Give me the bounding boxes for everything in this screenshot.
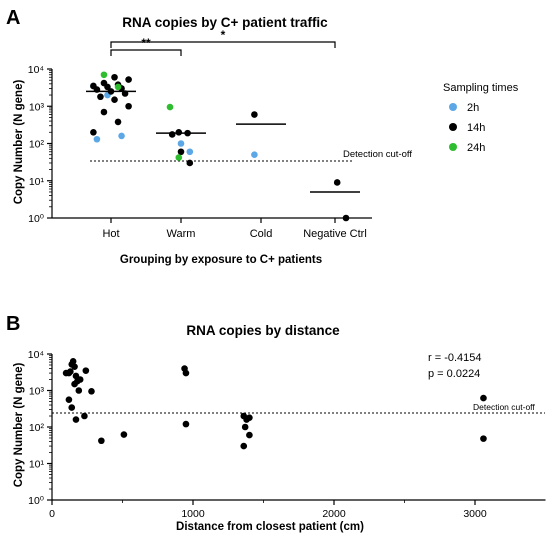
legend: Sampling times 2h 14h 24h: [443, 82, 519, 154]
data-point-14h: [100, 108, 108, 116]
data-point: [67, 368, 74, 375]
legend-title: Sampling times: [443, 82, 519, 94]
data-point: [65, 396, 73, 403]
data-point: [480, 394, 487, 402]
y-tick-label: 10¹: [29, 176, 45, 188]
y-tick-label: 10⁰: [28, 213, 44, 225]
panel-a-xlabel: Grouping by exposure to C+ patients: [120, 254, 322, 266]
x-tick-label: 3000: [463, 508, 487, 520]
data-point-2h: [177, 140, 185, 147]
data-point-14h: [168, 131, 176, 138]
data-point: [82, 367, 90, 374]
data-point: [75, 387, 83, 394]
x-tick-label: 2000: [322, 508, 346, 520]
panel-b-cutoff-label: Detection cut-off: [473, 402, 535, 412]
y-tick-label: 10⁴: [28, 64, 44, 76]
data-point-14h: [186, 159, 194, 167]
data-point: [72, 416, 80, 423]
panel-a-cutoff-label: Detection cut-off: [343, 149, 412, 160]
data-point-14h: [111, 73, 118, 81]
panel-b-stat-r: r = -0.4154: [428, 352, 482, 364]
data-point: [246, 431, 253, 439]
y-tick-label: 10⁴: [28, 349, 44, 361]
panel-a-x-axis: Hot Warm Cold Negative Ctrl: [52, 217, 372, 240]
data-point-14h: [125, 102, 132, 110]
significance-marker: **: [141, 36, 151, 50]
panel-a-title: RNA copies by C+ patient traffic: [122, 15, 328, 30]
data-point-14h: [111, 96, 118, 103]
legend-label-2h: 2h: [467, 102, 479, 114]
panel-a-medians: [86, 90, 360, 193]
panel-b-label: B: [6, 313, 20, 335]
y-tick-label: 10²: [29, 422, 45, 434]
data-point-24h: [114, 83, 122, 91]
panel-a-ylabel: Copy Number (N gene): [13, 80, 25, 205]
legend-label-14h: 14h: [467, 122, 485, 134]
x-tick-label: Hot: [102, 228, 119, 240]
data-point-14h: [125, 76, 132, 83]
significance-marker: *: [221, 28, 226, 42]
panel-b-ylabel: Copy Number (N gene): [13, 363, 25, 488]
data-point-14h: [177, 148, 185, 156]
panel-b-x-axis: 0 1000 2000 3000: [49, 499, 546, 520]
data-point-24h: [100, 71, 108, 79]
y-tick-label: 10⁰: [28, 495, 44, 507]
panel-a-y-axis: 10⁰ 10¹ 10² 10³ 10⁴: [28, 64, 53, 225]
data-point: [246, 414, 253, 421]
data-point: [76, 376, 84, 383]
data-point-14h: [90, 128, 97, 136]
legend-label-24h: 24h: [467, 142, 485, 154]
data-point: [98, 437, 105, 445]
data-point-14h: [342, 214, 350, 222]
legend-marker-24h: [449, 143, 457, 151]
significance-bracket: [110, 49, 182, 56]
y-tick-label: 10¹: [29, 459, 45, 471]
data-point: [71, 380, 78, 388]
data-point-2h: [93, 135, 101, 143]
panel-a-points: [90, 71, 350, 222]
panel-b-y-axis: 10⁰ 10¹ 10² 10³ 10⁴: [28, 349, 53, 507]
data-point: [81, 412, 88, 420]
data-point-14h: [114, 118, 122, 126]
data-point-2h: [251, 151, 258, 159]
data-point-2h: [118, 132, 125, 140]
data-point: [182, 420, 190, 428]
x-tick-label: 0: [49, 508, 55, 520]
panel-b-xlabel: Distance from closest patient (cm): [176, 521, 364, 533]
panel-a-label: A: [6, 7, 20, 29]
data-point-14h: [104, 83, 111, 91]
data-point-24h: [166, 103, 174, 111]
x-tick-label: Negative Ctrl: [303, 228, 367, 240]
significance-brackets: ***: [110, 28, 336, 56]
data-point: [120, 431, 128, 438]
panel-b-stat-p: p = 0.0224: [428, 368, 480, 380]
data-point: [88, 388, 95, 395]
x-tick-label: 1000: [181, 508, 205, 520]
y-tick-label: 10³: [29, 101, 45, 113]
data-point-14h: [333, 179, 341, 186]
data-point: [68, 404, 76, 411]
data-point-24h: [175, 154, 183, 161]
data-point: [240, 442, 248, 450]
data-point: [480, 435, 487, 442]
panel-b-points: [62, 358, 487, 450]
data-point: [182, 369, 190, 377]
legend-marker-2h: [449, 103, 457, 111]
x-tick-label: Cold: [250, 228, 273, 240]
x-tick-label: Warm: [167, 228, 196, 240]
data-point: [71, 363, 78, 370]
data-point-14h: [97, 93, 104, 101]
panel-b-title: RNA copies by distance: [186, 323, 340, 338]
data-point: [241, 423, 249, 431]
data-point-14h: [251, 111, 258, 118]
significance-bracket: [110, 41, 336, 48]
data-point-14h: [175, 128, 183, 136]
y-tick-label: 10²: [29, 139, 45, 151]
legend-marker-14h: [449, 123, 457, 131]
y-tick-label: 10³: [29, 386, 45, 398]
data-point-2h: [186, 148, 194, 156]
data-point: [69, 358, 77, 365]
